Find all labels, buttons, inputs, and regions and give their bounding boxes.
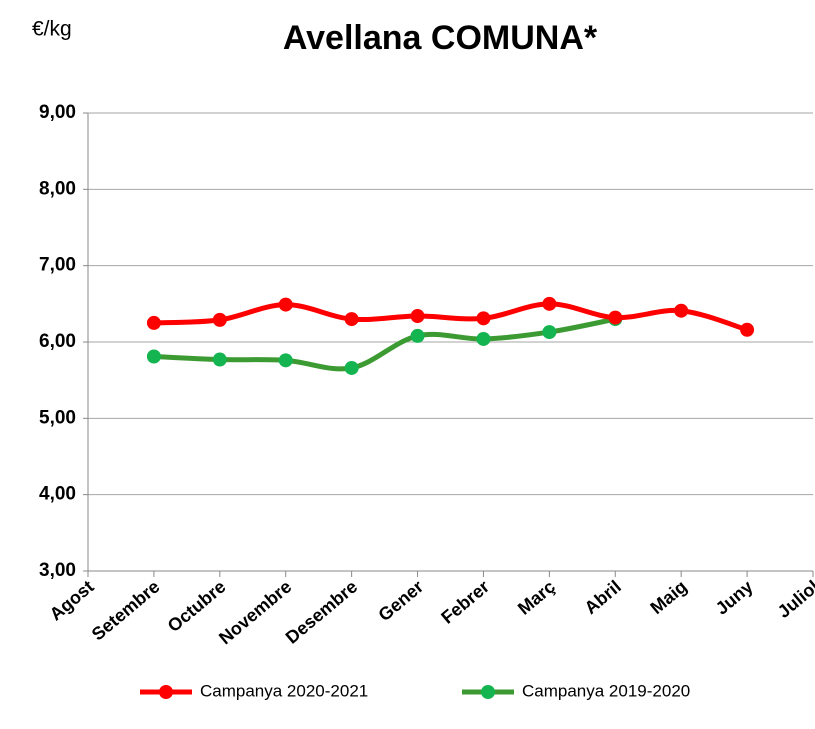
x-tick-label: Octubre: [164, 576, 230, 636]
y-tick-label: 5,00: [39, 407, 76, 428]
data-point: [344, 312, 359, 327]
data-point: [476, 331, 491, 346]
data-point: [410, 328, 425, 343]
x-tick-label: Setembre: [88, 576, 164, 644]
data-point: [674, 303, 689, 318]
y-tick-label: 7,00: [39, 255, 76, 276]
data-point: [740, 322, 755, 337]
legend-marker: [481, 685, 495, 699]
data-point: [344, 360, 359, 375]
x-tick-label: Desembre: [282, 576, 362, 647]
data-point: [146, 349, 161, 364]
y-tick-label: 8,00: [39, 178, 76, 199]
data-point: [212, 312, 227, 327]
y-tick-label: 6,00: [39, 331, 76, 352]
y-tick-label: 4,00: [39, 484, 76, 505]
x-tick-label: Abril: [581, 576, 625, 618]
x-tick-label: Febrer: [437, 576, 493, 627]
data-point: [608, 310, 623, 325]
y-tick-label: 3,00: [39, 560, 76, 581]
x-tick-label: Gener: [374, 576, 427, 625]
data-point: [146, 315, 161, 330]
data-point: [410, 309, 425, 324]
unit-label: €/kg: [32, 18, 72, 41]
legend-label: Campanya 2020-2021: [200, 681, 368, 700]
data-point: [476, 311, 491, 326]
x-tick-label: Agost: [46, 576, 98, 624]
y-tick-label: 9,00: [39, 102, 76, 123]
data-point: [542, 325, 557, 340]
data-point: [278, 297, 293, 312]
chart-title: Avellana COMUNA*: [283, 19, 598, 57]
x-tick-label: Novembre: [215, 576, 295, 648]
x-tick-label: Març: [514, 576, 559, 618]
data-point: [542, 296, 557, 311]
data-point: [212, 352, 227, 367]
x-tick-label: Juny: [712, 576, 757, 618]
legend-label: Campanya 2019-2020: [522, 681, 690, 700]
x-tick-label: Maig: [647, 576, 691, 618]
data-point: [278, 353, 293, 368]
series-line: [153, 301, 748, 333]
legend-marker: [159, 685, 173, 699]
x-tick-label: Juliol: [774, 576, 815, 622]
